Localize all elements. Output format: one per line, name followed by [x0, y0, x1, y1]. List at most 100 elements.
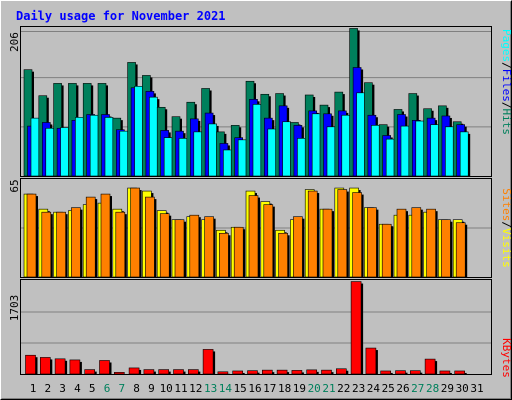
- day-labels: 1 2 3 4 5 6 7 8 9 10 11 12 13 14 15 16 17 18 19 20 21 22 23 24 2…: [30, 382, 484, 395]
- bar-sites-day-2: [41, 211, 52, 278]
- bar-pages-day-14: [223, 149, 232, 177]
- bar-pages-day-19: [297, 138, 306, 177]
- bar-sites-day-1: [26, 193, 37, 278]
- bar-kbytes-day-24: [365, 347, 377, 375]
- legend-visits: Visits: [500, 228, 512, 268]
- bar-pages-day-24: [371, 125, 380, 177]
- day-label-3: 3: [59, 382, 66, 395]
- bar-pages-day-9: [149, 96, 158, 177]
- bar-kbytes-day-5: [84, 369, 95, 375]
- day-label-19: 19: [293, 382, 306, 395]
- bar-pages-day-28: [430, 124, 439, 177]
- bar-kbytes-day-4: [69, 359, 81, 375]
- day-label-15: 15: [234, 382, 247, 395]
- legend-sep: /: [500, 221, 512, 228]
- day-label-8: 8: [133, 382, 140, 395]
- day-label-26: 26: [396, 382, 409, 395]
- bar-sites-day-13: [204, 216, 214, 278]
- bar-sites-day-25: [381, 223, 392, 278]
- bar-sites-day-22: [337, 189, 348, 278]
- bar-kbytes-day-30: [454, 370, 466, 375]
- day-label-22: 22: [337, 382, 350, 395]
- legend-pages: Pages: [500, 29, 512, 62]
- bar-pages-day-12: [193, 131, 203, 177]
- bar-sites-day-7: [115, 211, 126, 278]
- bar-kbytes-day-23: [350, 281, 362, 375]
- day-label-17: 17: [263, 382, 276, 395]
- bar-pages-day-23: [356, 92, 365, 177]
- bar-sites-day-19: [293, 216, 303, 278]
- legend-hits: Hits: [500, 109, 512, 136]
- bar-pages-day-26: [400, 125, 410, 177]
- bar-kbytes-day-6: [99, 360, 110, 375]
- legend-sep: /: [500, 62, 512, 69]
- bar-sites-day-15: [233, 226, 244, 278]
- day-label-24: 24: [367, 382, 381, 395]
- bar-kbytes-day-1: [25, 354, 36, 375]
- bars: [23, 28, 471, 375]
- bar-kbytes-day-15: [232, 370, 243, 375]
- day-label-21: 21: [322, 382, 335, 395]
- chart-title: Daily usage for November 2021: [16, 9, 226, 23]
- day-label-9: 9: [148, 382, 155, 395]
- bar-sites-day-20: [307, 190, 318, 278]
- bar-kbytes-day-27: [409, 370, 421, 375]
- bar-pages-day-6: [104, 117, 114, 177]
- bar-kbytes-day-14: [217, 371, 229, 375]
- bar-kbytes-day-17: [261, 369, 273, 375]
- bar-sites-day-24: [367, 207, 377, 278]
- day-label-16: 16: [248, 382, 261, 395]
- bar-kbytes-day-8: [128, 367, 140, 375]
- day-label-25: 25: [382, 382, 395, 395]
- day-label-28: 28: [426, 382, 439, 395]
- day-label-1: 1: [30, 382, 37, 395]
- bar-kbytes-day-13: [202, 349, 214, 375]
- bar-sites-day-21: [322, 208, 333, 278]
- bar-sites-day-4: [71, 207, 81, 278]
- bar-sites-day-28: [426, 208, 436, 278]
- visits-panel-max-label: 65: [8, 179, 21, 192]
- bar-pages-day-16: [252, 104, 262, 177]
- bar-pages-day-1: [30, 117, 40, 177]
- day-label-30: 30: [456, 382, 469, 395]
- bar-sites-day-10: [159, 213, 170, 278]
- bar-pages-day-13: [208, 123, 217, 177]
- legend-hits-files-pages: Pages/Files/Hits: [500, 29, 512, 135]
- kbytes-panel-frame: [20, 279, 492, 375]
- day-label-11: 11: [174, 382, 187, 395]
- day-label-12: 12: [189, 382, 202, 395]
- kbytes-panel-max-label: 1703: [8, 295, 21, 322]
- bar-pages-day-21: [326, 126, 336, 177]
- day-label-7: 7: [118, 382, 125, 395]
- bar-sites-day-8: [130, 187, 140, 278]
- bar-kbytes-day-11: [173, 369, 184, 375]
- legend-visits-sites: Sites/Visits: [500, 188, 512, 268]
- bar-pages-day-11: [178, 138, 188, 177]
- bar-pages-day-7: [119, 130, 129, 177]
- bar-sites-day-9: [145, 196, 155, 278]
- day-label-2: 2: [44, 382, 51, 395]
- bar-sites-day-16: [248, 195, 259, 278]
- day-label-13: 13: [204, 382, 217, 395]
- bar-kbytes-day-22: [335, 368, 347, 375]
- day-label-14: 14: [219, 382, 233, 395]
- bar-pages-day-20: [311, 113, 321, 177]
- day-label-4: 4: [74, 382, 81, 395]
- bar-kbytes-day-10: [158, 369, 169, 375]
- bar-sites-day-3: [56, 211, 66, 278]
- bar-kbytes-day-9: [143, 369, 155, 375]
- bar-pages-day-4: [75, 117, 84, 177]
- bar-kbytes-day-3: [54, 358, 66, 375]
- hits-panel-max-label: 206: [8, 32, 21, 52]
- bar-pages-day-5: [89, 114, 99, 177]
- legend-files: Files: [500, 69, 512, 102]
- bar-sites-day-17: [263, 204, 274, 278]
- day-label-20: 20: [308, 382, 321, 395]
- bar-sites-day-11: [174, 219, 185, 278]
- bar-kbytes-day-20: [306, 369, 318, 375]
- bar-kbytes-day-19: [291, 370, 303, 375]
- bar-pages-day-17: [267, 128, 277, 177]
